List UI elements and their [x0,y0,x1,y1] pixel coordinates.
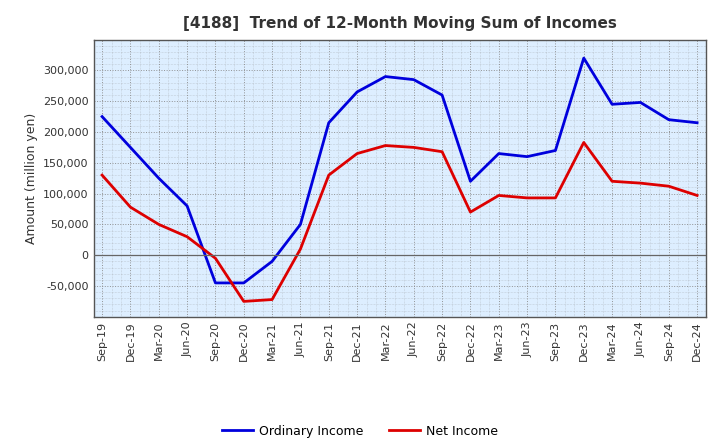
Ordinary Income [580,55,588,61]
Ordinary Income [155,176,163,181]
Y-axis label: Amount (million yen): Amount (million yen) [24,113,37,244]
Net Income [665,183,673,189]
Title: [4188]  Trend of 12-Month Moving Sum of Incomes: [4188] Trend of 12-Month Moving Sum of I… [183,16,616,32]
Net Income [438,149,446,154]
Ordinary Income [353,89,361,95]
Ordinary Income [296,222,305,227]
Net Income [240,299,248,304]
Ordinary Income [608,102,616,107]
Net Income [98,172,107,178]
Net Income [155,222,163,227]
Ordinary Income [268,259,276,264]
Net Income [183,234,192,239]
Net Income [580,140,588,145]
Net Income [268,297,276,302]
Ordinary Income [693,120,701,125]
Ordinary Income [551,148,559,153]
Ordinary Income [98,114,107,119]
Line: Net Income: Net Income [102,143,697,301]
Net Income [296,246,305,252]
Net Income [126,205,135,210]
Ordinary Income [126,145,135,150]
Net Income [211,256,220,261]
Ordinary Income [466,179,474,184]
Net Income [466,209,474,215]
Net Income [353,151,361,156]
Net Income [523,195,531,201]
Ordinary Income [240,280,248,286]
Legend: Ordinary Income, Net Income: Ordinary Income, Net Income [217,420,503,440]
Ordinary Income [438,92,446,98]
Net Income [410,145,418,150]
Ordinary Income [325,120,333,125]
Net Income [551,195,559,201]
Net Income [608,179,616,184]
Ordinary Income [636,100,644,105]
Net Income [325,172,333,178]
Ordinary Income [665,117,673,122]
Net Income [636,180,644,186]
Net Income [693,193,701,198]
Ordinary Income [381,74,390,79]
Line: Ordinary Income: Ordinary Income [102,58,697,283]
Net Income [381,143,390,148]
Ordinary Income [183,203,192,209]
Ordinary Income [523,154,531,159]
Net Income [495,193,503,198]
Ordinary Income [211,280,220,286]
Ordinary Income [410,77,418,82]
Ordinary Income [495,151,503,156]
